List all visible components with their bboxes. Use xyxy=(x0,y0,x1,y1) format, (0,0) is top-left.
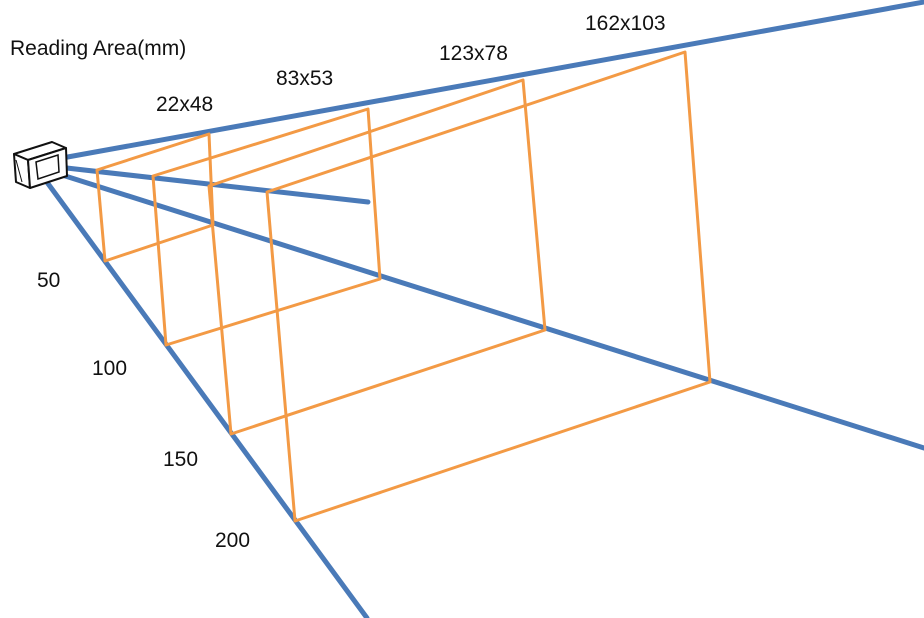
reading-area-frame-162x103 xyxy=(265,50,712,523)
reading-area-title: Reading Area(mm) xyxy=(10,37,187,60)
beam-line-middle xyxy=(37,165,924,451)
beam-line-top xyxy=(37,0,924,165)
distance-label-200: 200 xyxy=(215,529,251,552)
reading-area-frames xyxy=(95,50,712,523)
beam-line-bottom xyxy=(35,167,370,618)
reading-area-frame-83x53 xyxy=(151,107,382,347)
scanner-device-icon xyxy=(13,141,68,189)
reading-area-label-123x78: 123x78 xyxy=(439,42,508,65)
reading-area-label-83x53: 83x53 xyxy=(276,67,334,90)
reading-area-frame-123x78 xyxy=(207,78,547,436)
distance-label-50: 50 xyxy=(37,269,61,292)
reading-area-label-162x103: 162x103 xyxy=(585,12,666,35)
distance-label-150: 150 xyxy=(163,448,199,471)
distance-label-100: 100 xyxy=(92,357,128,380)
beam-lines xyxy=(35,0,924,618)
beam-line-short xyxy=(37,162,371,205)
reading-area-label-22x48: 22x48 xyxy=(156,93,214,116)
